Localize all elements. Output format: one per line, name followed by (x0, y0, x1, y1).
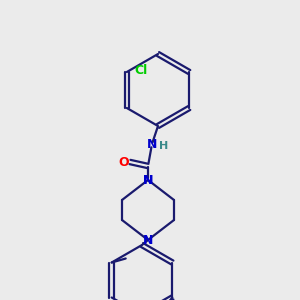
Text: N: N (143, 173, 153, 187)
Text: Cl: Cl (135, 64, 148, 76)
Text: N: N (143, 233, 153, 247)
Text: O: O (119, 155, 129, 169)
Text: N: N (147, 137, 157, 151)
Text: N: N (143, 173, 153, 187)
Text: H: H (159, 141, 169, 151)
